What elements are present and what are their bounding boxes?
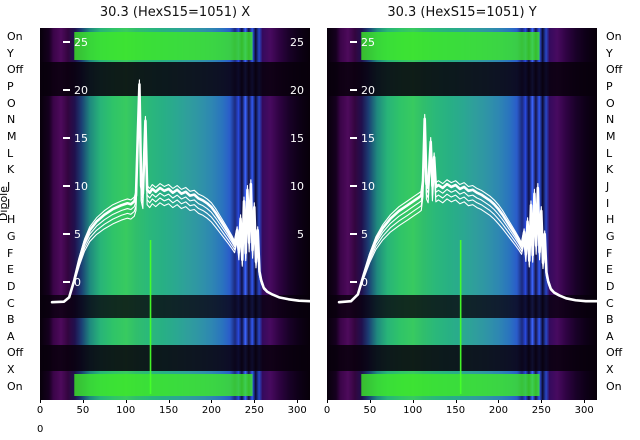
row-label: K bbox=[606, 163, 614, 177]
row-label: Off bbox=[606, 346, 623, 360]
x-axis-panel-y: 0 50 100 150 200 250 300 bbox=[324, 400, 597, 418]
row-label: On bbox=[606, 379, 622, 393]
x-tick-mark bbox=[412, 400, 414, 403]
row-label: A bbox=[7, 329, 15, 343]
row-label: F bbox=[606, 246, 613, 260]
heatmap-panel-x bbox=[40, 28, 310, 400]
row-label: Off bbox=[7, 63, 24, 77]
x-tick-mark bbox=[168, 400, 170, 403]
row-label: J bbox=[606, 179, 610, 193]
row-label: I bbox=[7, 196, 11, 210]
heatmap-panel-y bbox=[327, 28, 597, 400]
row-label: A bbox=[606, 329, 614, 343]
row-label: F bbox=[7, 246, 14, 260]
x-tick-label: 150 bbox=[159, 405, 179, 416]
x-tick-mark bbox=[40, 400, 41, 403]
x-tick-mark bbox=[125, 400, 127, 403]
row-label: O bbox=[606, 96, 615, 110]
x-tick-label: 100 bbox=[116, 405, 136, 416]
row-label: Off bbox=[606, 63, 623, 77]
x-tick-label: 150 bbox=[446, 405, 466, 416]
row-label: G bbox=[7, 229, 16, 243]
row-label: N bbox=[7, 113, 16, 127]
row-label: D bbox=[7, 279, 16, 293]
row-label: I bbox=[606, 196, 610, 210]
row-label: Y bbox=[7, 46, 14, 60]
x-tick-label: 100 bbox=[403, 405, 423, 416]
x-tick-label: 50 bbox=[76, 405, 90, 416]
row-label: D bbox=[606, 279, 615, 293]
row-label: G bbox=[606, 229, 615, 243]
row-label: On bbox=[7, 379, 23, 393]
row-label: J bbox=[7, 179, 11, 193]
row-label: On bbox=[606, 30, 622, 43]
x-axis-panel-x: 0 50 100 150 200 250 300 bbox=[37, 400, 310, 418]
x-tick-label: 300 bbox=[287, 405, 307, 416]
row-label: O bbox=[7, 96, 16, 110]
x-tick-label: 0 bbox=[36, 405, 44, 416]
x-tick-label: 0 bbox=[323, 405, 331, 416]
x-tick-mark bbox=[254, 400, 256, 403]
corner-tick-label: 0 bbox=[37, 424, 44, 435]
x-tick-label: 200 bbox=[488, 405, 508, 416]
row-label: N bbox=[606, 113, 615, 127]
x-tick-mark bbox=[369, 400, 371, 403]
row-labels-left: On Y Off P O N M L K J I H G F E D C B A Off X On bbox=[7, 31, 23, 392]
row-label: X bbox=[7, 363, 15, 377]
row-label: C bbox=[606, 296, 614, 310]
row-label: P bbox=[606, 79, 613, 93]
row-label: Y bbox=[606, 46, 613, 60]
row-label: L bbox=[606, 146, 613, 160]
row-label: X bbox=[606, 363, 614, 377]
x-tick-mark bbox=[455, 400, 457, 403]
x-tick-mark bbox=[327, 400, 328, 403]
row-label: M bbox=[7, 129, 17, 143]
row-label: Off bbox=[7, 346, 24, 360]
x-tick-mark bbox=[498, 400, 500, 403]
row-labels-right: On Y Off P O N M L K J I H G F E D C B A Off X On bbox=[606, 31, 622, 392]
row-label: M bbox=[606, 129, 616, 143]
x-tick-label: 200 bbox=[201, 405, 221, 416]
row-label: E bbox=[7, 263, 14, 277]
x-tick-mark bbox=[82, 400, 84, 403]
x-tick-mark bbox=[584, 400, 586, 403]
x-tick-mark bbox=[297, 400, 299, 403]
row-label: P bbox=[7, 79, 14, 93]
x-tick-mark bbox=[541, 400, 543, 403]
row-label: E bbox=[606, 263, 613, 277]
x-tick-mark bbox=[211, 400, 213, 403]
row-label: K bbox=[7, 163, 15, 177]
row-label: L bbox=[7, 146, 14, 160]
row-label: On bbox=[7, 30, 23, 43]
x-tick-label: 300 bbox=[574, 405, 594, 416]
row-label: H bbox=[7, 213, 16, 227]
panel-y-title: 30.3 (HexS15=1051) Y bbox=[387, 5, 537, 20]
row-label: B bbox=[7, 313, 15, 327]
row-label: B bbox=[606, 313, 614, 327]
row-label: C bbox=[7, 296, 15, 310]
x-tick-label: 50 bbox=[363, 405, 377, 416]
panel-x-title: 30.3 (HexS15=1051) X bbox=[99, 5, 251, 20]
x-tick-label: 250 bbox=[531, 405, 551, 416]
row-label: H bbox=[606, 213, 615, 227]
x-tick-label: 250 bbox=[244, 405, 264, 416]
